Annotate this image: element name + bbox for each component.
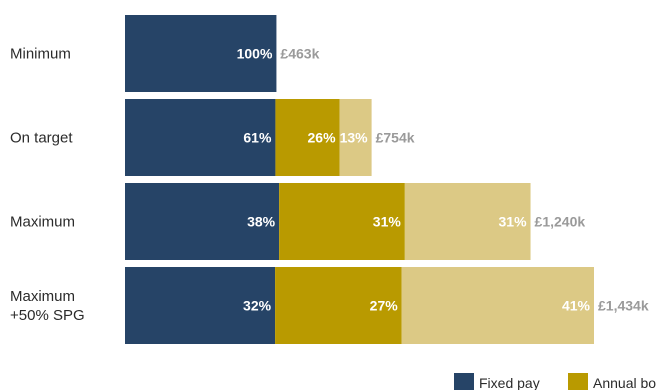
category-label: Maximum bbox=[10, 288, 75, 305]
segment-percent-label: 13% bbox=[340, 130, 369, 146]
legend-swatch bbox=[568, 373, 588, 390]
bar-segment bbox=[401, 267, 594, 344]
bar-segment bbox=[125, 267, 276, 344]
bar-total-label: £463k bbox=[280, 46, 319, 62]
bar-segment bbox=[279, 183, 405, 260]
legend-label: Annual bo bbox=[593, 375, 656, 390]
bar-total-label: £1,240k bbox=[535, 214, 586, 230]
segment-percent-label: 61% bbox=[243, 130, 272, 146]
segment-percent-label: 31% bbox=[499, 214, 528, 230]
segment-percent-label: 38% bbox=[247, 214, 276, 230]
segment-percent-label: 27% bbox=[370, 298, 399, 314]
bar-total-label: £754k bbox=[376, 130, 415, 146]
bar-segment bbox=[275, 99, 340, 176]
bar-segment bbox=[339, 99, 372, 176]
category-label: On target bbox=[10, 130, 73, 147]
category-label: +50% SPG bbox=[10, 307, 85, 324]
bar-segment bbox=[125, 15, 277, 92]
category-label: Maximum bbox=[10, 214, 75, 231]
segment-percent-label: 32% bbox=[243, 298, 272, 314]
segment-percent-label: 100% bbox=[237, 46, 273, 62]
segment-percent-label: 41% bbox=[562, 298, 591, 314]
segment-percent-label: 31% bbox=[373, 214, 402, 230]
bar-segment bbox=[275, 267, 402, 344]
bar-segment bbox=[125, 99, 276, 176]
legend-swatch bbox=[454, 373, 474, 390]
bar-segment bbox=[125, 183, 280, 260]
bar-total-label: £1,434k bbox=[598, 298, 649, 314]
segment-percent-label: 26% bbox=[308, 130, 337, 146]
category-label: Minimum bbox=[10, 46, 71, 63]
bar-segment bbox=[404, 183, 531, 260]
legend-label: Fixed pay bbox=[479, 375, 540, 390]
